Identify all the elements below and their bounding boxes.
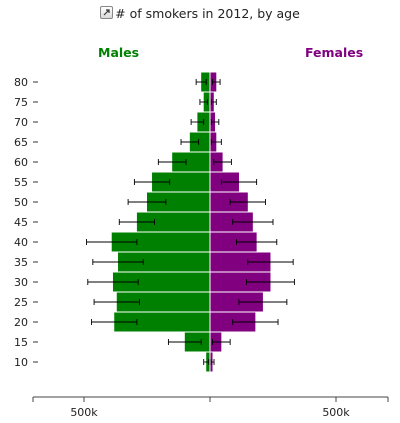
- y-tick-label: 60: [14, 156, 28, 169]
- y-tick-label: 15: [14, 336, 28, 349]
- males-label: Males: [98, 45, 140, 60]
- y-tick-label: 25: [14, 296, 28, 309]
- y-tick-label: 35: [14, 256, 28, 269]
- y-tick-label: 65: [14, 136, 28, 149]
- x-tick-label: 500k: [322, 406, 350, 419]
- female-bar: [210, 252, 271, 272]
- y-tick-label: 80: [14, 76, 28, 89]
- female-bar: [210, 272, 271, 292]
- chart-title: # of smokers in 2012, by age: [115, 6, 300, 21]
- chart-title-row: # of smokers in 2012, by age: [0, 6, 400, 21]
- female-bar: [210, 292, 263, 312]
- y-tick-label: 20: [14, 316, 28, 329]
- females-label: Females: [305, 45, 364, 60]
- female-bar: [210, 232, 257, 252]
- male-bar: [147, 192, 210, 212]
- y-tick-label: 40: [14, 236, 28, 249]
- male-bar: [152, 172, 210, 192]
- male-bar: [114, 312, 210, 332]
- male-bar: [136, 212, 210, 232]
- y-tick-label: 70: [14, 116, 28, 129]
- male-bar: [111, 232, 210, 252]
- y-tick-label: 55: [14, 176, 28, 189]
- y-tick-label: 45: [14, 216, 28, 229]
- male-bar: [116, 292, 210, 312]
- y-tick-label: 30: [14, 276, 28, 289]
- expand-icon[interactable]: [100, 6, 114, 19]
- male-bar: [112, 272, 210, 292]
- y-tick-label: 50: [14, 196, 28, 209]
- male-bar: [189, 132, 210, 152]
- x-tick-label: 500k: [70, 406, 98, 419]
- male-bar: [172, 152, 210, 172]
- male-bar: [118, 252, 210, 272]
- female-bar: [210, 192, 248, 212]
- y-tick-label: 10: [14, 356, 28, 369]
- female-bar: [210, 212, 253, 232]
- y-tick-label: 75: [14, 96, 28, 109]
